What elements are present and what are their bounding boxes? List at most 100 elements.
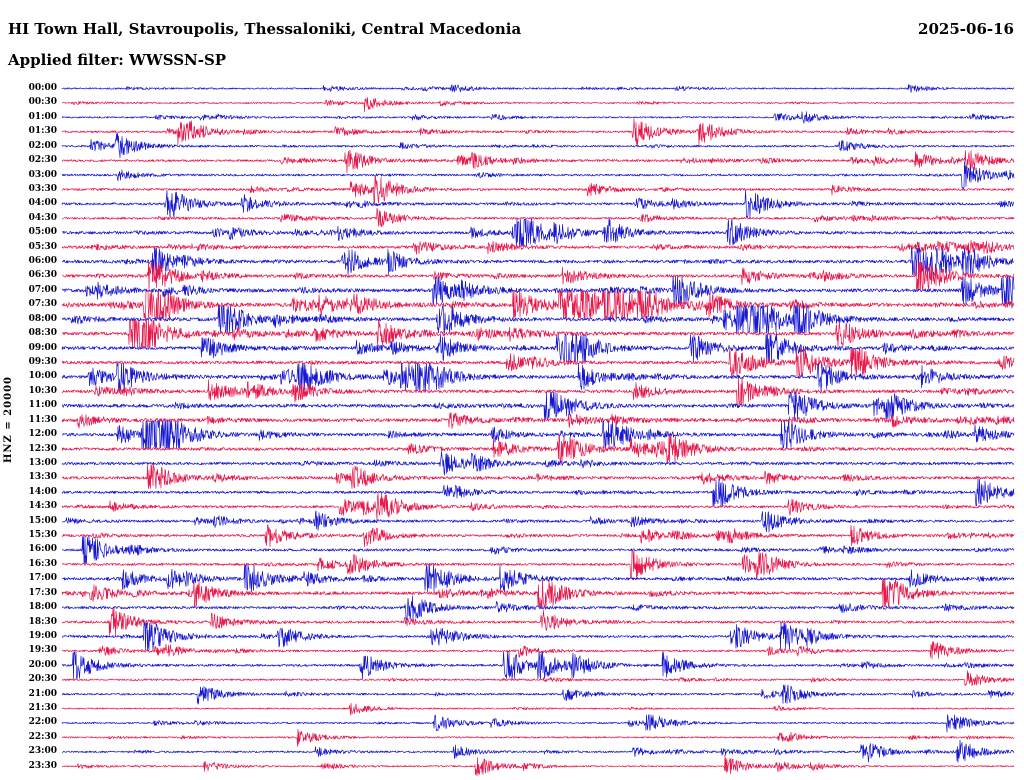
time-label: 08:00 [28,313,57,324]
time-label: 10:00 [28,371,57,382]
trace-row-1630 [62,550,1015,579]
trace-row-1030 [61,377,1015,406]
trace-row-0530 [61,240,1015,255]
time-label: 08:30 [28,328,57,339]
trace-row-1100 [61,391,1015,420]
trace-row-0300 [61,161,1015,189]
date-label: 2025-06-16 [918,20,1014,38]
trace-row-1400 [61,478,1015,507]
trace-row-1800 [61,595,1015,622]
time-label: 21:00 [28,688,57,699]
time-label: 20:30 [28,674,57,685]
trace-row-0330 [61,175,1015,204]
trace-row-0500 [61,218,1015,247]
trace-row-0200 [61,132,1015,159]
time-label: 17:30 [28,587,57,598]
trace-row-0100 [61,111,1015,124]
time-label: 15:30 [28,530,57,541]
trace-row-2300 [61,739,1015,763]
trace-row-1430 [61,492,1015,521]
trace-row-0130 [61,118,1015,146]
time-label: 09:00 [28,342,57,353]
time-label: 06:30 [28,270,57,281]
time-label: 22:00 [28,717,57,728]
time-label: 13:30 [28,472,57,483]
time-label: 01:30 [28,126,57,137]
time-label: 07:00 [28,284,57,295]
trace-row-0900 [61,334,1015,362]
time-label: 23:30 [28,760,57,771]
trace-row-1700 [61,564,1015,593]
time-label: 02:00 [28,140,57,151]
time-label: 12:00 [28,429,57,440]
time-label: 05:00 [28,227,57,238]
trace-row-0230 [61,149,1015,174]
time-label: 21:30 [28,703,57,714]
trace-row-1230 [61,435,1015,463]
time-label: 00:30 [28,97,57,108]
trace-row-1330 [61,463,1015,489]
time-label: 11:30 [28,414,57,425]
trace-row-2030 [61,670,1015,687]
trace-row-1600 [61,536,1015,564]
trace-row-2100 [61,684,1014,705]
time-label: 20:00 [28,659,57,670]
trace-row-1500 [61,510,1015,533]
page-title: HI Town Hall, Stavroupolis, Thessaloniki… [8,20,522,38]
trace-row-1300 [61,451,1015,476]
time-label-column: 00:00 00:30 01:00 01:30 02:00 02:30 03:00 03:30… [0,0,58,780]
time-label: 02:30 [28,155,57,166]
time-label: 16:00 [28,544,57,555]
time-label: 18:00 [28,602,57,613]
time-label: 06:00 [28,256,57,267]
trace-row-1130 [61,412,1015,429]
time-label: 15:00 [28,515,57,526]
trace-row-0000 [61,84,1015,93]
time-label: 01:00 [28,111,57,122]
time-label: 17:00 [28,573,57,584]
time-label: 14:00 [28,486,57,497]
time-label: 10:30 [28,385,57,396]
time-label: 04:30 [28,212,57,223]
time-label: 13:00 [28,457,57,468]
trace-row-0930 [61,348,1015,377]
time-label: 09:30 [28,356,57,367]
trace-row-1930 [61,641,1015,660]
trace-row-1530 [61,524,1015,548]
trace-row-2230 [61,729,1015,747]
time-label: 19:00 [28,630,57,641]
trace-row-1730 [61,579,1015,608]
trace-row-0830 [61,319,1015,348]
trace-row-1830 [61,608,1015,636]
trace-row-0600 [61,247,1015,276]
time-label: 23:00 [28,746,57,757]
time-label: 12:30 [28,443,57,454]
trace-row-2000 [61,651,1015,680]
time-label: 18:30 [28,616,57,627]
trace-row-0730 [61,290,1015,319]
trace-row-1200 [61,420,1015,449]
time-label: 05:30 [28,241,57,252]
time-label: 04:00 [28,198,57,209]
time-label: 11:00 [28,400,57,411]
trace-row-0400 [61,190,1015,218]
trace-row-0800 [61,305,1015,334]
time-label: 03:30 [28,183,57,194]
time-label: 03:00 [28,169,57,180]
trace-row-2130 [61,702,1015,716]
time-label: 19:30 [28,645,57,656]
trace-row-2200 [61,714,1015,733]
trace-row-0700 [61,276,1015,305]
time-label: 00:00 [28,83,57,93]
time-label: 14:30 [28,501,57,512]
trace-row-0630 [61,262,1015,290]
trace-row-0430 [61,207,1015,228]
trace-row-0030 [61,97,1015,112]
trace-row-1900 [61,622,1015,651]
trace-row-2330 [62,754,1015,777]
time-label: 07:30 [28,299,57,310]
trace-row-1000 [61,363,1015,391]
time-label: 16:30 [28,558,57,569]
time-label: 22:30 [28,731,57,742]
